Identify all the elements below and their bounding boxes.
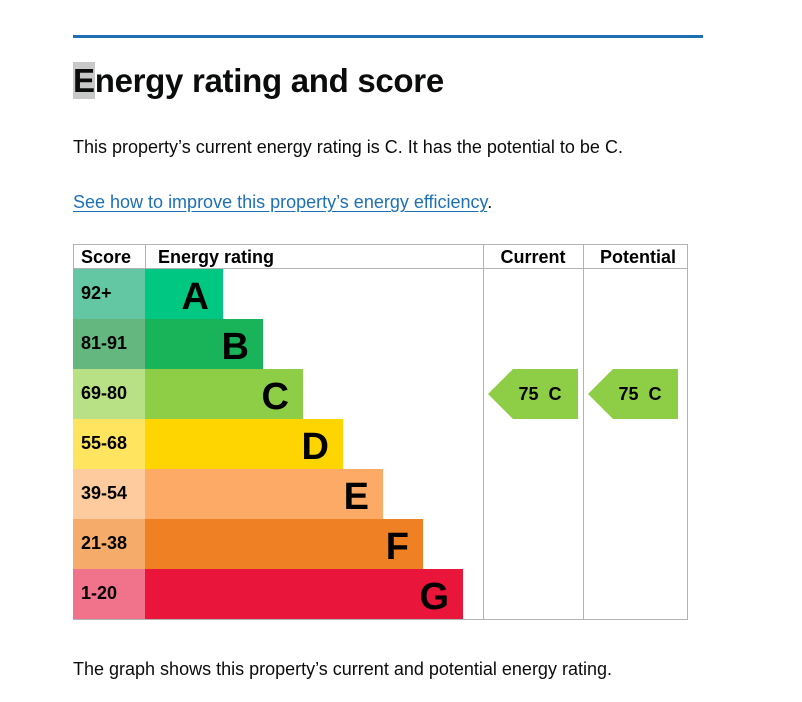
- improve-paragraph: See how to improve this property’s energ…: [73, 192, 492, 213]
- band-letter-g: G: [419, 576, 449, 618]
- score-cell-a: [73, 269, 145, 319]
- header-current: Current: [500, 247, 565, 267]
- graph-description: The graph shows this property’s current …: [73, 659, 612, 679]
- potential-arrow-label: 75 C: [618, 384, 661, 404]
- score-cell-e: [73, 469, 145, 519]
- rating-summary: This property’s current energy rating is…: [73, 137, 623, 157]
- score-cell-f: [73, 519, 145, 569]
- score-cell-c: [73, 369, 145, 419]
- band-letter-f: F: [386, 526, 409, 568]
- band-letter-e: E: [344, 476, 369, 518]
- score-cell-d: [73, 419, 145, 469]
- band-bar-c: [145, 369, 303, 419]
- band-bar-a: [145, 269, 223, 319]
- score-label-f: 21-38: [81, 533, 127, 553]
- band-letter-c: C: [262, 376, 289, 418]
- current-arrow-label: 75 C: [518, 384, 561, 404]
- band-letter-a: A: [182, 276, 209, 318]
- score-label-e: 39-54: [81, 483, 127, 503]
- band-letter-d: D: [302, 426, 329, 468]
- header-potential: Potential: [600, 247, 676, 267]
- rating-bands: 92+ A 81-91 B 69-80 C 55-68 D 39-54 E 21-38 F 1-20 G: [73, 269, 463, 619]
- top-rule: [73, 35, 703, 38]
- band-bar-g: [145, 569, 463, 619]
- score-label-g: 1-20: [81, 583, 117, 603]
- score-cell-g: [73, 569, 145, 619]
- score-cell-b: [73, 319, 145, 369]
- page-title: Energy rating and score: [73, 62, 444, 100]
- band-bar-e: [145, 469, 383, 519]
- rating-arrows: 75 C 75 C: [488, 369, 678, 419]
- title-rest: nergy rating and score: [94, 62, 444, 99]
- band-letter-b: B: [222, 326, 249, 368]
- band-bar-b: [145, 319, 263, 369]
- band-bar-d: [145, 419, 343, 469]
- score-label-c: 69-80: [81, 383, 127, 403]
- current-arrow: [488, 369, 578, 419]
- header-energy-rating: Energy rating: [158, 247, 274, 267]
- score-label-d: 55-68: [81, 433, 127, 453]
- improve-suffix: .: [487, 192, 493, 212]
- score-label-b: 81-91: [81, 333, 127, 353]
- header-score: Score: [81, 247, 131, 267]
- band-bar-f: [145, 519, 423, 569]
- improve-efficiency-link[interactable]: See how to improve this property’s energ…: [73, 192, 488, 212]
- potential-arrow: [588, 369, 678, 419]
- title-first-letter: E: [73, 62, 95, 99]
- score-label-a: 92+: [81, 283, 112, 303]
